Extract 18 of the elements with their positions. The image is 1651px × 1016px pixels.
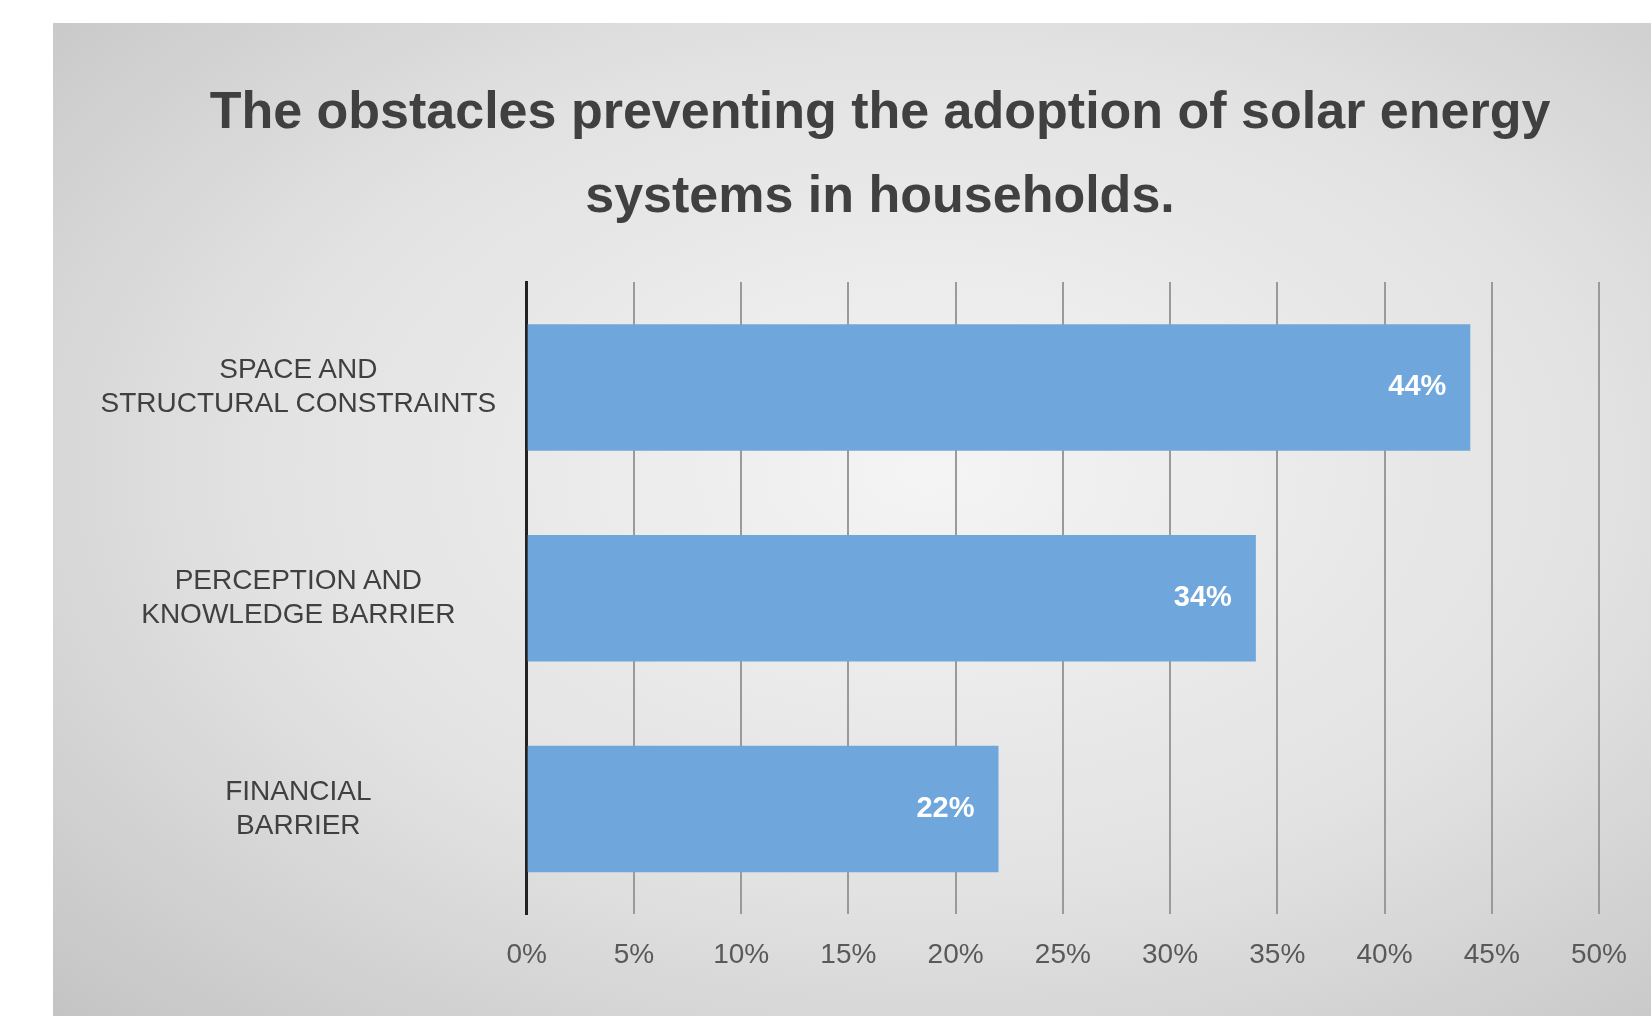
x-tick-label: 20% bbox=[927, 937, 984, 969]
y-tick-label: SPACE AND STRUCTURAL CONSTRAINTS bbox=[100, 353, 497, 418]
x-tick-label: 25% bbox=[1034, 937, 1091, 969]
x-tick-label: 50% bbox=[1570, 937, 1627, 969]
x-tick-label: 15% bbox=[820, 937, 877, 969]
x-tick-label: 40% bbox=[1356, 937, 1413, 969]
y-tick-label: PERCEPTION AND KNOWLEDGE BARRIER bbox=[141, 564, 456, 629]
chart-title: The obstacles preventing the adoption of solar energy systems in households. bbox=[208, 80, 1552, 225]
x-tick-label: 5% bbox=[613, 937, 655, 969]
y-tick-label: FINANCIAL BARRIER bbox=[225, 774, 372, 840]
x-tick-label: 0% bbox=[506, 937, 547, 969]
data-label: 22% bbox=[916, 791, 975, 823]
data-label: 44% bbox=[1388, 369, 1447, 402]
data-label: 34% bbox=[1173, 580, 1233, 613]
x-tick-label: 45% bbox=[1463, 937, 1520, 969]
x-tick-label: 10% bbox=[713, 937, 770, 969]
x-tick-label: 35% bbox=[1249, 937, 1306, 969]
x-tick-label: 30% bbox=[1142, 937, 1199, 969]
